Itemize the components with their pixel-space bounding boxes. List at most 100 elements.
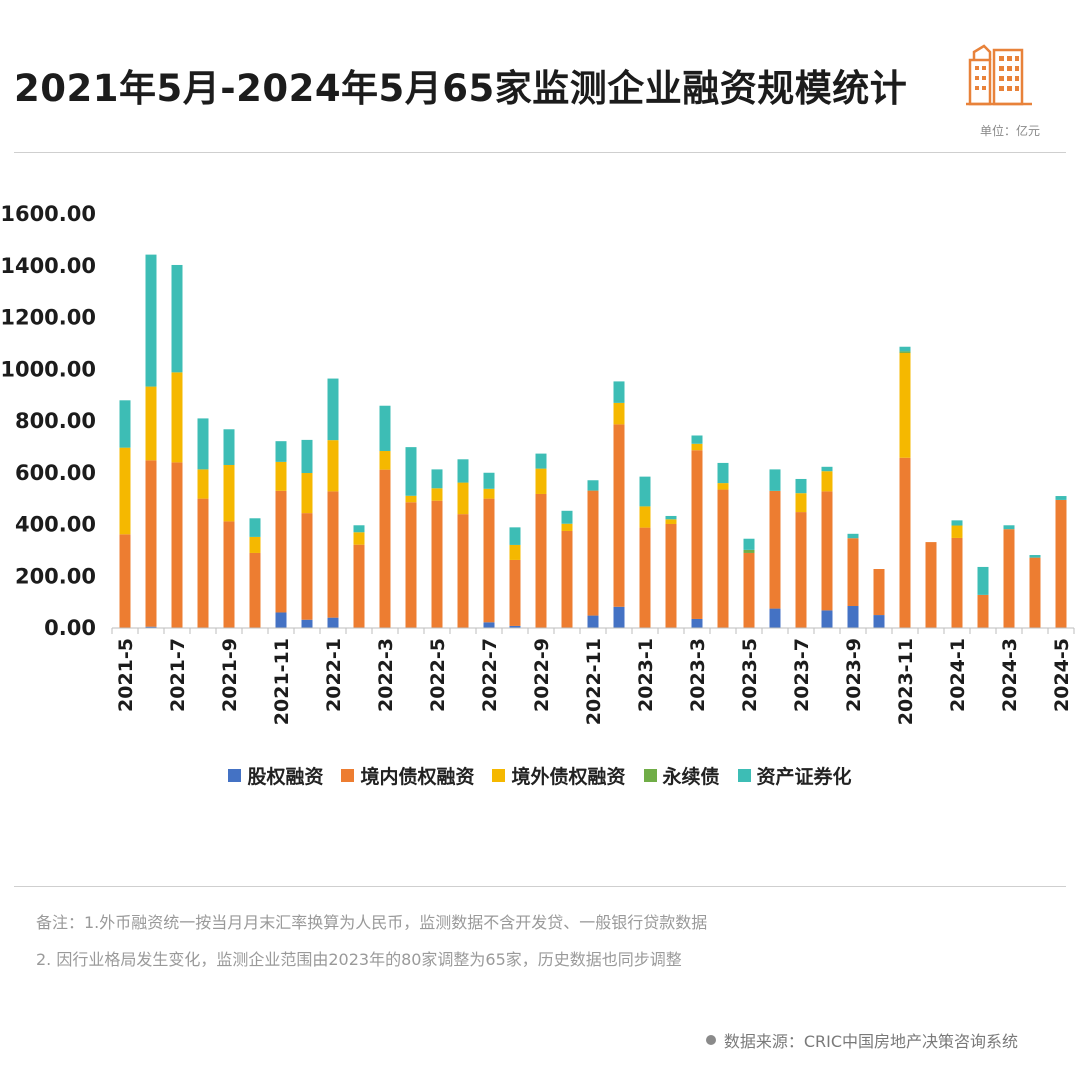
bar-segment-domestic [405, 502, 417, 628]
bar-segment-abs [1003, 525, 1015, 530]
bar-segment-abs [899, 346, 911, 352]
bar-segment-abs [405, 447, 417, 496]
bar-segment-domestic [483, 498, 495, 623]
bar-segment-overseas [613, 402, 625, 425]
bar-segment-abs [249, 518, 261, 537]
x-tick-label: 2021-5 [115, 638, 137, 712]
bar-segment-domestic [925, 542, 937, 628]
bar-segment-overseas [639, 506, 651, 528]
bar-segment-perpetual [899, 351, 911, 353]
y-tick-label: 1000.00 [0, 357, 96, 381]
bar-segment-domestic [899, 457, 911, 628]
bar-segment-domestic [119, 534, 131, 628]
legend-swatch-abs [737, 769, 751, 782]
bar-segment-overseas [691, 443, 703, 451]
legend-swatch-overseas [492, 769, 506, 782]
bar-segment-domestic [1003, 529, 1015, 628]
x-tick-label: 2023-5 [739, 638, 761, 712]
bar-segment-overseas [665, 519, 677, 524]
note-line-2: 2. 因行业格局发生变化，监测企业范围由2023年的80家调整为65家，历史数据… [36, 950, 682, 969]
bar-segment-abs [561, 510, 573, 524]
x-tick-label: 2023-3 [687, 638, 709, 712]
bar-segment-abs [327, 378, 339, 441]
bar-segment-equity [327, 617, 339, 628]
building-logo-icon [966, 44, 1032, 106]
bar-segment-overseas [379, 451, 391, 470]
legend-label-abs: 资产证券化 [756, 766, 852, 788]
bar-segment-domestic [223, 521, 235, 628]
bar-segment-domestic [743, 552, 755, 628]
bar-segment-domestic [795, 512, 807, 628]
y-tick-label: 0.00 [44, 616, 96, 640]
bar-segment-equity [509, 625, 521, 628]
bar-segment-abs [821, 466, 833, 472]
bar-segment-abs [977, 566, 989, 595]
x-tick-label: 2022-7 [479, 638, 501, 712]
bar-segment-abs [639, 476, 651, 507]
legend-label-overseas: 境外债权融资 [511, 766, 626, 788]
bar-segment-overseas [795, 493, 807, 513]
bar-segment-domestic [847, 538, 859, 606]
bar-segment-domestic [769, 490, 781, 609]
legend-item-equity: 股权融资 [228, 762, 323, 789]
bar-segment-abs [535, 453, 547, 469]
legend-swatch-perpetual [643, 769, 657, 782]
bar-segment-overseas [899, 352, 911, 458]
x-tick-label: 2023-11 [895, 638, 917, 725]
bar-segment-overseas [405, 495, 417, 503]
y-tick-label: 400.00 [15, 513, 96, 537]
bar-segment-equity [145, 626, 157, 628]
bar-segment-domestic [821, 491, 833, 611]
x-tick-label: 2023-1 [635, 638, 657, 712]
x-tick-label: 2022-5 [427, 638, 449, 712]
legend-label-domestic: 境内债权融资 [360, 766, 475, 788]
legend: 股权融资 境内债权融资 境外债权融资 永续债 资产证券化 [0, 762, 1080, 789]
data-source: 数据来源：CRIC中国房地产决策咨询系统 [705, 1028, 1018, 1052]
bar-segment-abs [665, 515, 677, 520]
bar-segment-overseas [327, 440, 339, 492]
bar-segment-domestic [353, 544, 365, 628]
bar-segment-overseas [457, 482, 469, 515]
x-tick-label: 2023-7 [791, 638, 813, 712]
bar-segment-domestic [977, 594, 989, 628]
legend-item-overseas: 境外债权融资 [492, 762, 626, 789]
y-tick-label: 600.00 [15, 461, 96, 485]
bar-segment-overseas [717, 483, 729, 490]
bar-segment-abs [145, 254, 157, 387]
legend-item-abs: 资产证券化 [737, 762, 852, 789]
bar-segment-overseas [275, 461, 287, 491]
bar-segment-abs [717, 462, 729, 484]
bar-segment-abs [353, 525, 365, 533]
bar-segment-equity [613, 606, 625, 628]
bar-segment-domestic [951, 537, 963, 628]
footer-divider [14, 886, 1066, 887]
bar-segment-abs [119, 400, 131, 448]
bar-segment-overseas [561, 523, 573, 531]
bar-segment-abs [587, 480, 599, 491]
x-tick-label: 2021-7 [167, 638, 189, 712]
bar-segment-overseas [223, 464, 235, 522]
bar-segment-domestic [379, 469, 391, 628]
x-tick-label: 2024-3 [999, 638, 1021, 712]
bar-segment-equity [483, 622, 495, 628]
bar-segment-domestic [535, 493, 547, 628]
unit-label: 单位：亿元 [979, 124, 1040, 138]
bar-segment-abs [613, 381, 625, 403]
bar-segment-overseas [197, 469, 209, 499]
bar-segment-perpetual [743, 549, 755, 553]
bar-segment-overseas [951, 525, 963, 538]
page-title: 2021年5月-2024年5月65家监测企业融资规模统计 [14, 67, 908, 110]
legend-item-domestic: 境内债权融资 [341, 762, 474, 789]
bar-segment-equity [769, 608, 781, 628]
x-tick-label: 2024-5 [1051, 638, 1073, 712]
bar-segment-domestic [1055, 499, 1067, 628]
legend-label-equity: 股权融资 [247, 766, 324, 788]
bar-segment-abs [197, 418, 209, 470]
x-tick-label: 2021-11 [271, 638, 293, 725]
bar-segment-domestic [1029, 557, 1041, 628]
legend-swatch-domestic [341, 769, 355, 782]
bar-segment-abs [1029, 555, 1041, 558]
bar-segment-overseas [535, 468, 547, 494]
bar-segment-equity [301, 619, 313, 628]
bar-segment-domestic [717, 489, 729, 628]
